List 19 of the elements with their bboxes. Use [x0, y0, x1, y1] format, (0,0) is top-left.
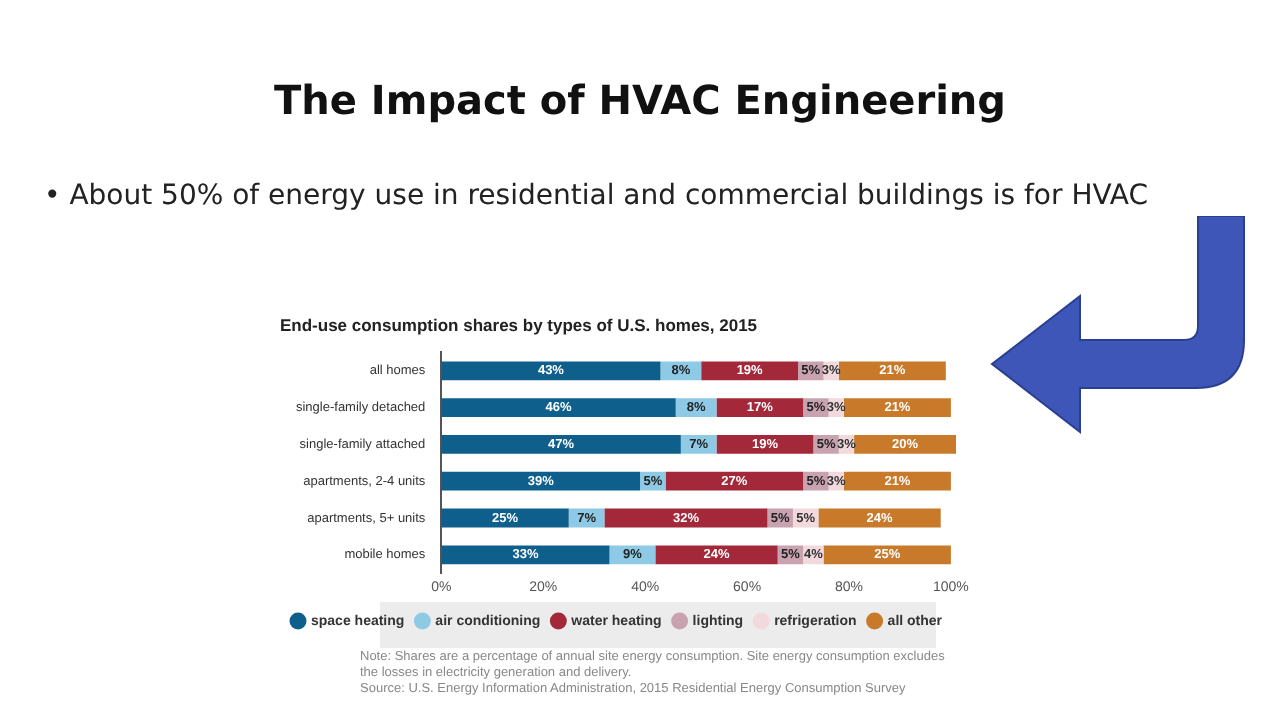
bar [441, 545, 610, 565]
bar [665, 471, 804, 491]
bar [441, 398, 676, 417]
bar [604, 508, 768, 528]
bar [441, 435, 681, 454]
bar [701, 361, 799, 381]
bar [838, 361, 946, 381]
bar [843, 471, 951, 491]
chart-title: The Impact of HVAC Engineering [272, 76, 1008, 124]
bar [441, 361, 661, 381]
chart-subtitle: End-use consumption shares by types of U.S. homes, 2015 [280, 314, 758, 335]
bar [854, 435, 956, 454]
bar [716, 398, 804, 417]
bar [716, 435, 814, 454]
bar [655, 545, 778, 565]
bar [843, 398, 951, 417]
text: • About 50% of energy use in residential and commercial buildings is for HVAC [44, 180, 1149, 212]
bar [441, 471, 641, 491]
bar [823, 545, 951, 565]
